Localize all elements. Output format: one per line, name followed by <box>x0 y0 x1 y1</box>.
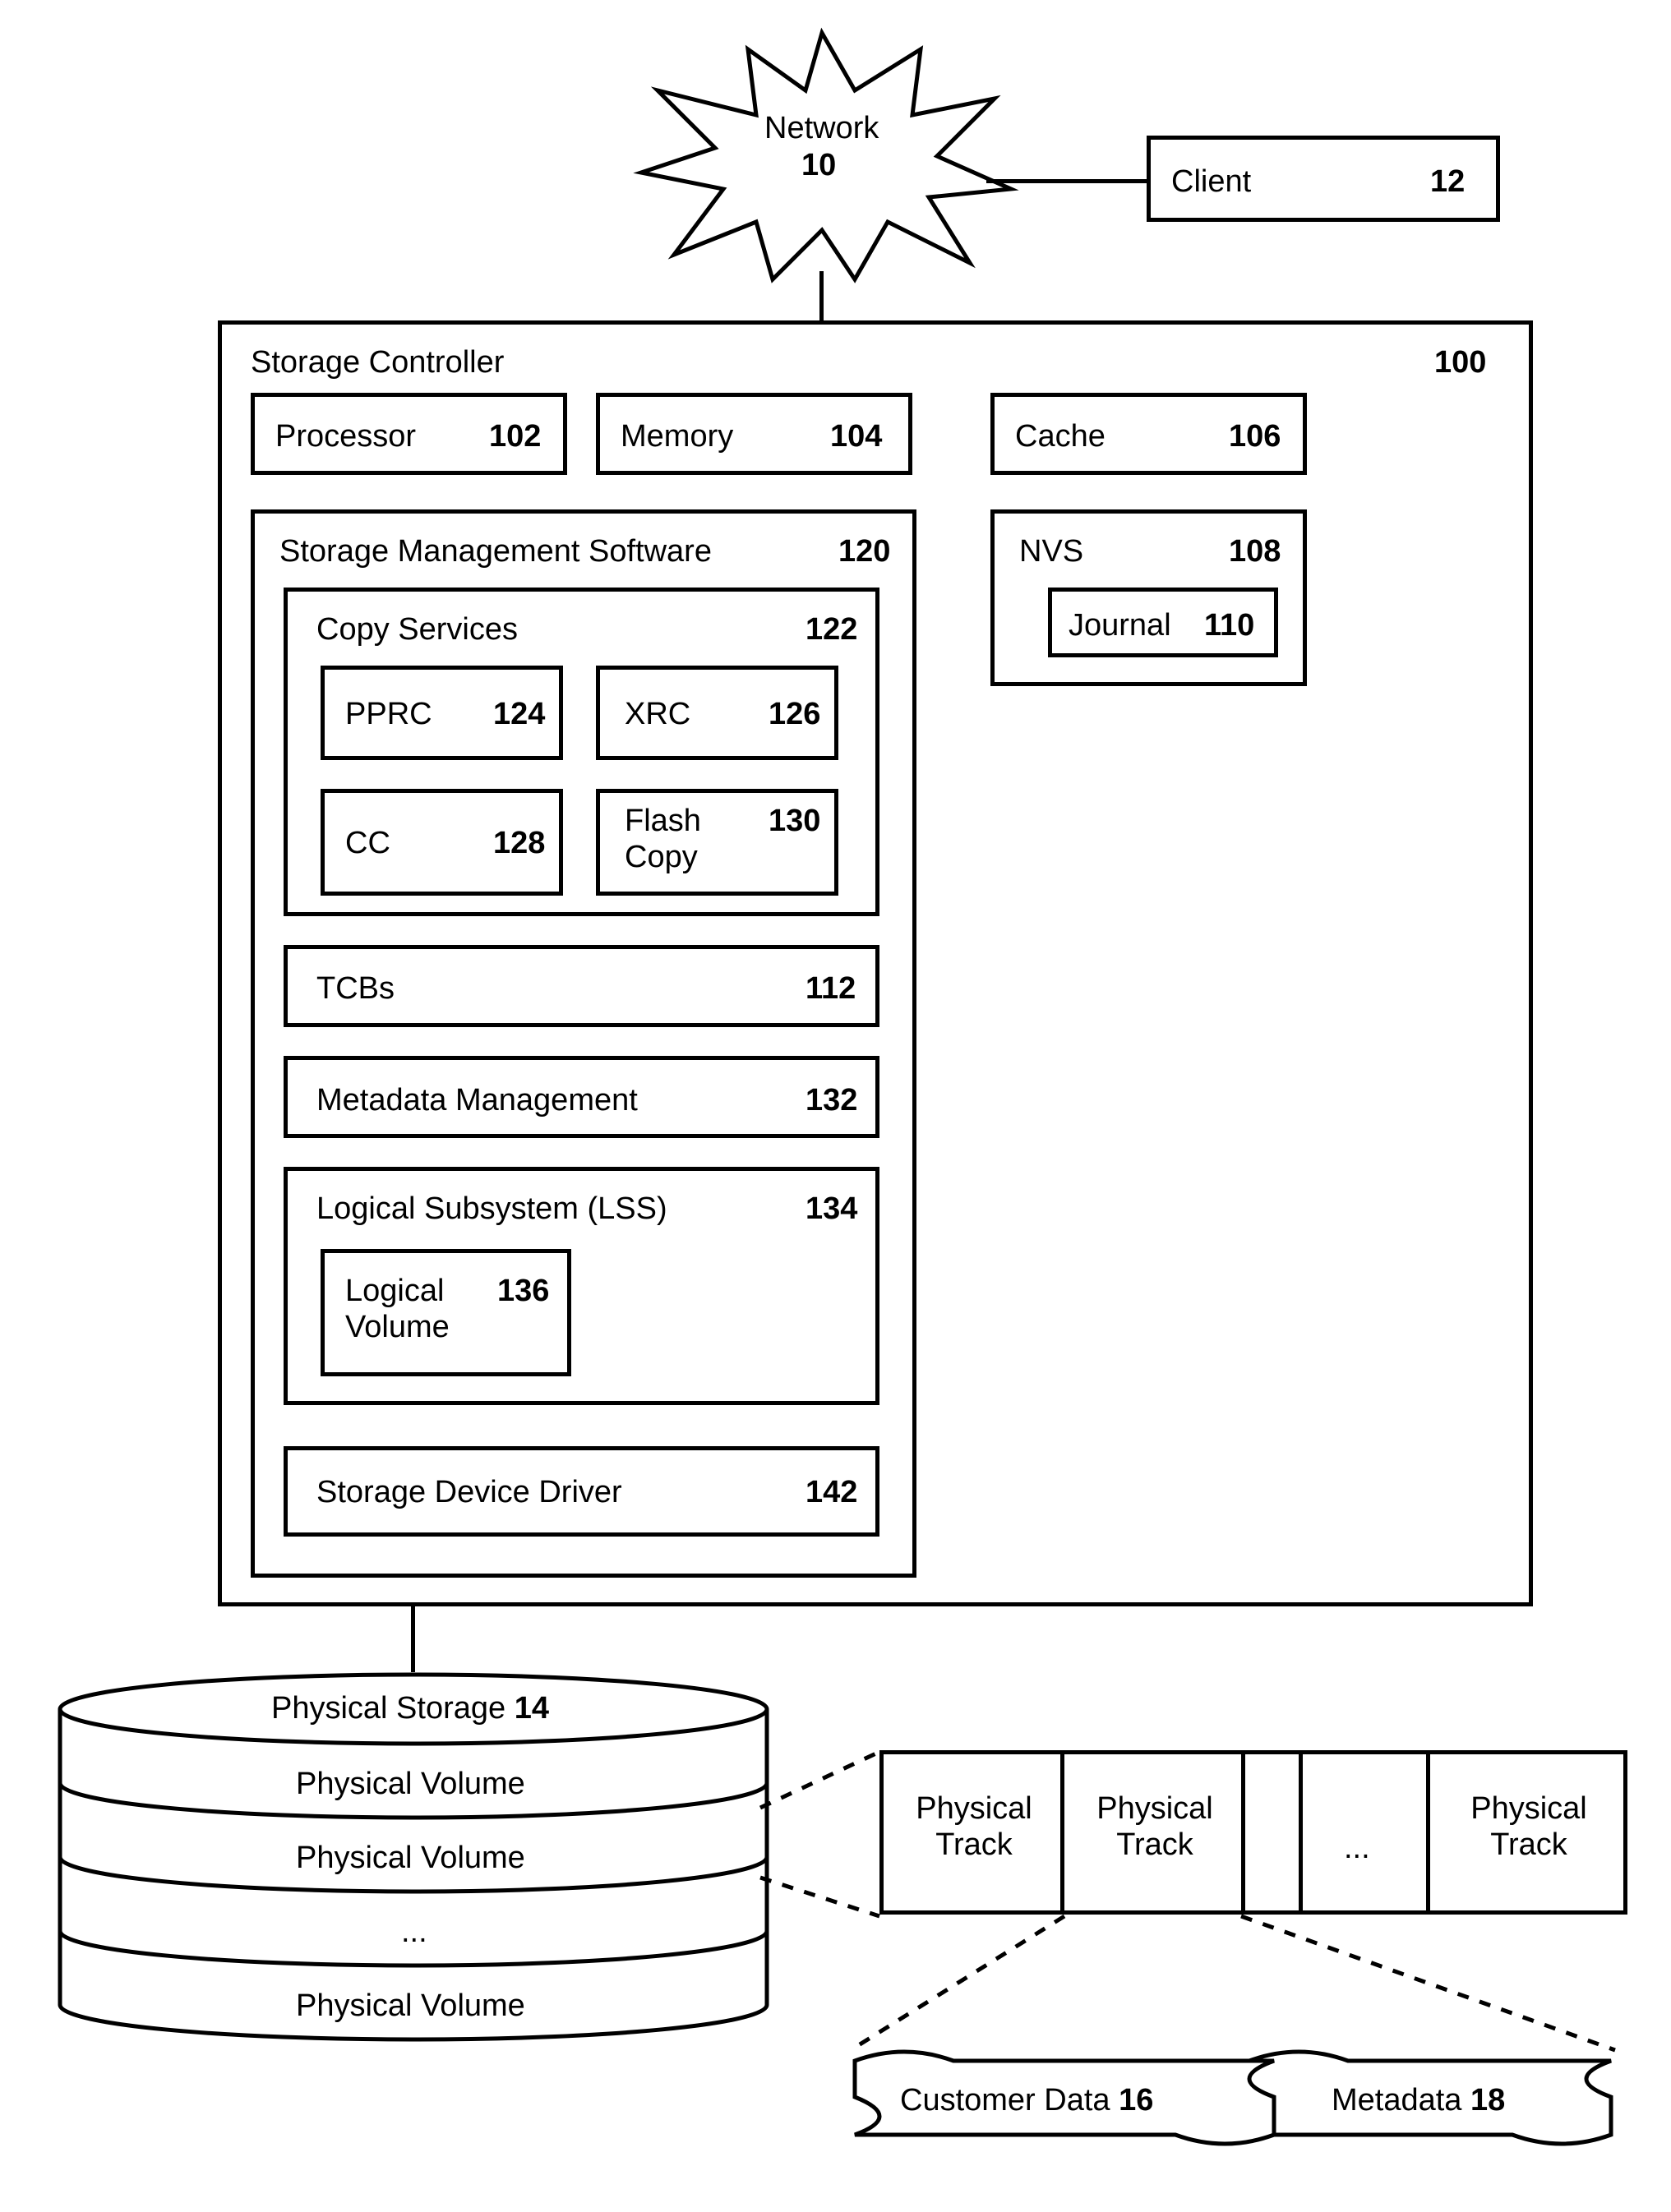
pprc-num: 124 <box>493 697 545 732</box>
phys-track-ellipsis: ... <box>1344 1831 1370 1866</box>
storage-controller-label: Storage Controller <box>251 345 504 380</box>
memory-num: 104 <box>830 419 882 454</box>
lss-num: 134 <box>805 1191 857 1227</box>
sms-num: 120 <box>838 534 890 569</box>
journal-label: Journal <box>1069 608 1171 643</box>
lv-num: 136 <box>497 1274 549 1309</box>
sms-label: Storage Management Software <box>279 534 712 569</box>
cust-data-label: Customer Data 16 <box>900 2083 1153 2118</box>
copy-services-label: Copy Services <box>316 612 518 647</box>
lv-label: Logical Volume <box>345 1274 460 1345</box>
phys-storage-label: Physical Storage 14 <box>271 1691 549 1726</box>
metadata-label: Metadata 18 <box>1332 2083 1505 2118</box>
lss-label: Logical Subsystem (LSS) <box>316 1191 667 1227</box>
cc-label: CC <box>345 826 390 861</box>
flash-num: 130 <box>769 804 820 839</box>
phys-track-3: Physical Track <box>1463 1791 1595 1863</box>
memory-label: Memory <box>621 419 733 454</box>
phys-track-2: Physical Track <box>1089 1791 1221 1863</box>
journal-num: 110 <box>1204 608 1254 643</box>
phys-vol-2: Physical Volume <box>296 1841 525 1876</box>
pprc-label: PPRC <box>345 697 432 732</box>
processor-label: Processor <box>275 419 416 454</box>
tcbs-num: 112 <box>805 971 856 1007</box>
cache-label: Cache <box>1015 419 1106 454</box>
metadata-mgmt-num: 132 <box>805 1083 857 1118</box>
metadata-mgmt-label: Metadata Management <box>316 1083 638 1118</box>
nvs-label: NVS <box>1019 534 1083 569</box>
phys-vol-1: Physical Volume <box>296 1767 525 1802</box>
processor-num: 102 <box>489 419 541 454</box>
cc-num: 128 <box>493 826 545 861</box>
client-label: Client <box>1171 164 1251 200</box>
flash-label: Flash Copy <box>625 804 715 875</box>
storage-controller-num: 100 <box>1434 345 1486 380</box>
xrc-label: XRC <box>625 697 690 732</box>
network-label: Network <box>764 111 879 146</box>
sdd-num: 142 <box>805 1475 857 1510</box>
sdd-label: Storage Device Driver <box>316 1475 622 1510</box>
cache-num: 106 <box>1229 419 1281 454</box>
xrc-num: 126 <box>769 697 820 732</box>
client-num: 12 <box>1430 164 1465 200</box>
copy-services-num: 122 <box>805 612 857 647</box>
phys-track-1: Physical Track <box>908 1791 1040 1863</box>
phys-vol-4: Physical Volume <box>296 1988 525 2024</box>
phys-vol-ellipsis: ... <box>401 1915 427 1950</box>
tcbs-label: TCBs <box>316 971 395 1007</box>
network-num: 10 <box>801 148 836 183</box>
nvs-num: 108 <box>1229 534 1281 569</box>
